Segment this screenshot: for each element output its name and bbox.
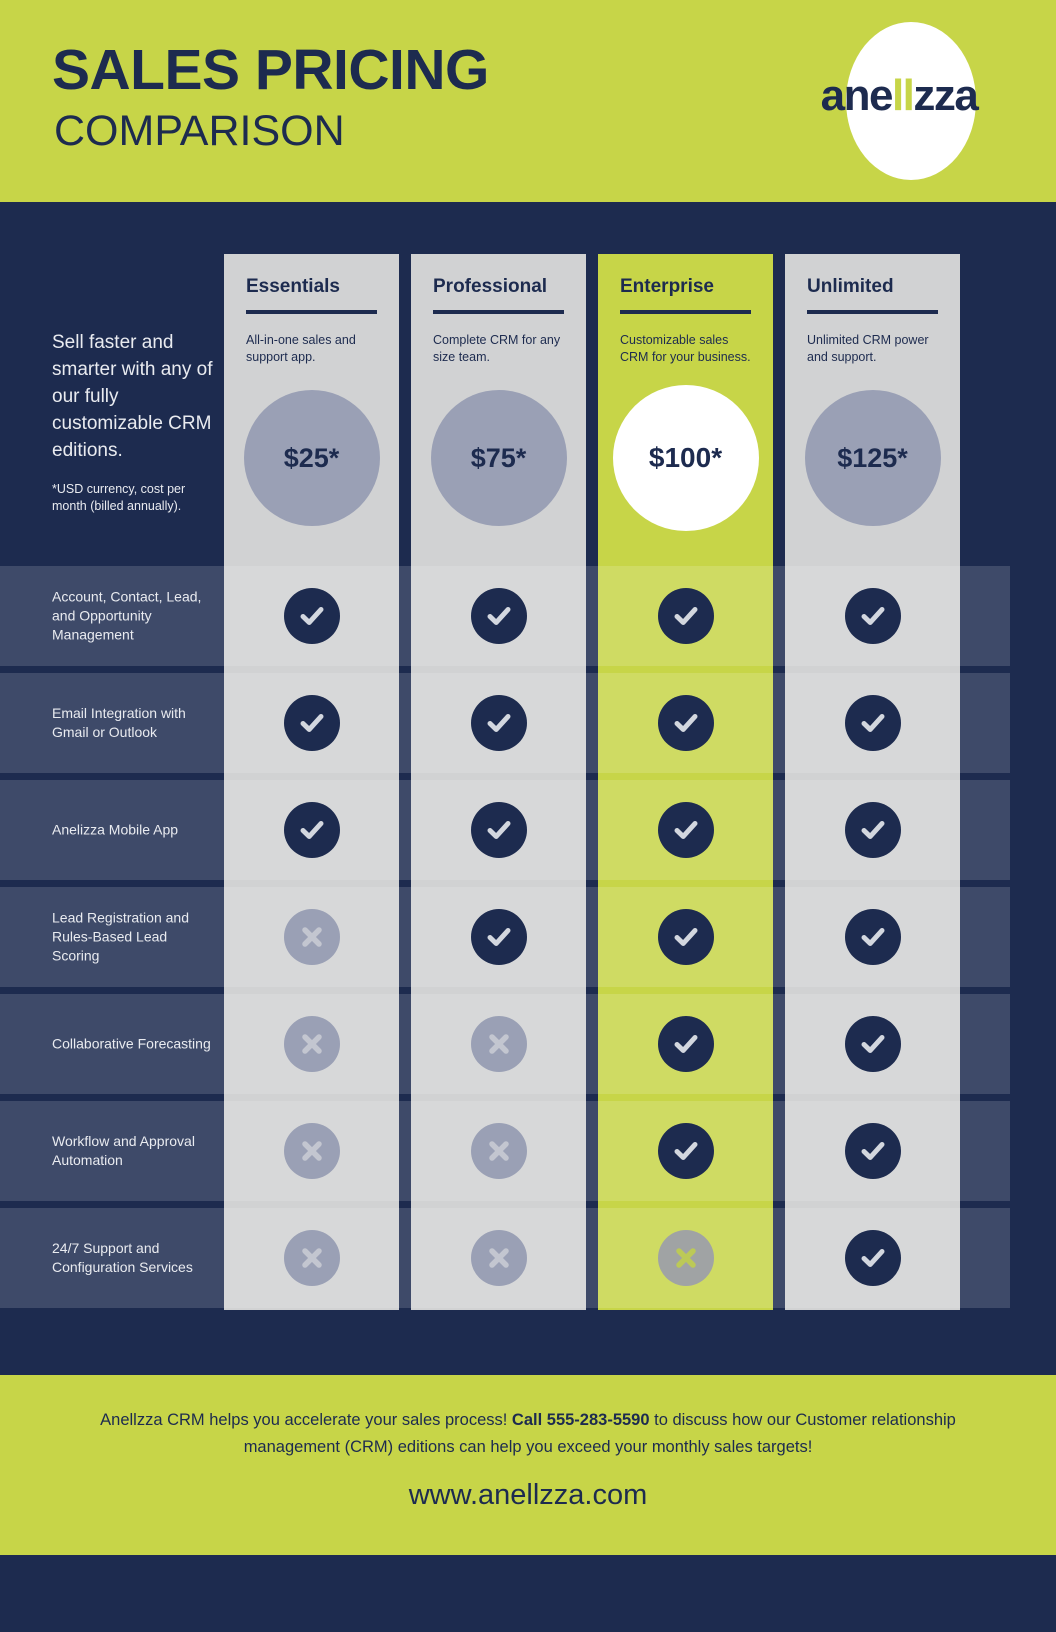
logo-text-pre: ane — [820, 71, 894, 120]
plan-description: All-in-one sales and support app. — [246, 333, 356, 364]
footer-phone[interactable]: Call 555-283-5590 — [511, 1411, 650, 1429]
feature-row-label: Account, Contact, Lead, and Opportunity … — [52, 588, 202, 643]
plan-divider — [246, 310, 377, 314]
logo-text-accent: ll — [891, 71, 915, 120]
logo-wordmark: anellzza — [794, 74, 1004, 118]
check-icon — [657, 909, 714, 965]
check-icon — [657, 802, 714, 858]
cross-icon — [470, 1123, 527, 1179]
page-subtitle: COMPARISON — [54, 107, 345, 155]
check-icon — [657, 695, 714, 751]
plan-price-badge: $75* — [430, 390, 567, 526]
check-icon — [470, 695, 527, 751]
cross-icon — [657, 1230, 714, 1286]
feature-row-label: Lead Registration and Rules-Based Lead S… — [52, 909, 189, 964]
footer-message: Anellzza CRM helps you accelerate your s… — [60, 1407, 996, 1461]
plan-header-enterprise[interactable]: Enterprise Customizable sales CRM for you… — [598, 254, 773, 562]
feature-row-label: Collaborative Forecasting — [52, 1035, 211, 1052]
check-icon — [844, 1016, 901, 1072]
poster-footer: Anellzza CRM helps you accelerate your s… — [0, 1375, 1056, 1555]
plan-name: Essentials — [246, 276, 340, 297]
plan-divider — [433, 310, 564, 314]
brand-logo: anellzza — [794, 22, 1004, 180]
check-icon — [657, 1123, 714, 1179]
intro-footnote: *USD currency, cost per month (billed an… — [52, 481, 186, 513]
plan-price: $125* — [837, 442, 908, 473]
cross-icon — [470, 1016, 527, 1072]
intro-headline: Sell faster and smarter with any of our … — [52, 332, 213, 461]
check-icon — [844, 802, 901, 858]
check-icon — [844, 1230, 901, 1286]
plan-divider — [620, 310, 751, 314]
footer-text-lead: Anellzza CRM helps you accelerate your s… — [100, 1411, 512, 1429]
plan-header-essentials[interactable]: Essentials All-in-one sales and support a… — [224, 254, 399, 562]
cross-icon — [470, 1230, 527, 1286]
check-icon — [470, 802, 527, 858]
plan-description: Unlimited CRM power and support. — [807, 333, 929, 364]
plan-header-unlimited[interactable]: Unlimited Unlimited CRM power and support… — [785, 254, 960, 562]
plan-price: $75* — [470, 442, 527, 473]
logo-text-post: zza — [913, 71, 978, 120]
check-icon — [657, 1016, 714, 1072]
check-icon — [283, 588, 340, 644]
plan-price-badge: $25* — [243, 390, 380, 526]
cross-icon — [283, 1016, 340, 1072]
check-icon — [844, 695, 901, 751]
cross-icon — [283, 1123, 340, 1179]
check-icon — [844, 1123, 901, 1179]
page-title: SALES PRICING — [52, 38, 489, 102]
logo-circle-shape — [846, 22, 976, 180]
footer-website-link[interactable]: www.anellzza.com — [408, 1479, 648, 1511]
cross-icon — [283, 1230, 340, 1286]
feature-row-label: 24/7 Support and Configuration Services — [52, 1240, 193, 1275]
plan-price: $25* — [283, 442, 340, 473]
feature-row-label: Workflow and Approval Automation — [52, 1133, 195, 1168]
plan-description: Complete CRM for any size team. — [433, 333, 561, 364]
plan-divider — [807, 310, 938, 314]
feature-row-label: Anelizza Mobile App — [52, 821, 179, 838]
check-icon — [657, 588, 714, 644]
plan-header-professional[interactable]: Professional Complete CRM for any size te… — [411, 254, 586, 562]
check-icon — [283, 802, 340, 858]
intro-block: Sell faster and smarter with any of our … — [52, 330, 220, 515]
check-icon — [844, 588, 901, 644]
footer-text-tail: to discuss how our Customer relationship… — [243, 1411, 956, 1457]
plan-name: Enterprise — [620, 276, 714, 297]
plan-description: Customizable sales CRM for your business… — [620, 333, 751, 364]
plan-price: $100* — [648, 442, 723, 473]
check-icon — [283, 695, 340, 751]
plan-price-badge: $125* — [804, 390, 941, 526]
check-icon — [470, 588, 527, 644]
plan-name: Professional — [433, 276, 548, 297]
plan-price-badge: $100* — [612, 385, 759, 531]
feature-row-label: Email Integration with Gmail or Outlook — [52, 705, 186, 740]
plan-name: Unlimited — [807, 276, 894, 297]
cross-icon — [283, 909, 340, 965]
check-icon — [844, 909, 901, 965]
check-icon — [470, 909, 527, 965]
poster-header: SALES PRICING COMPARISON anellzza — [0, 0, 1056, 202]
